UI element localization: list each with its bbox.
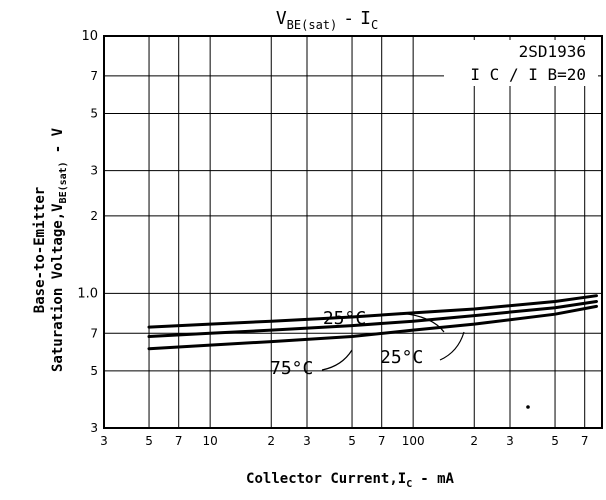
- x-tick-label: 5: [145, 434, 153, 448]
- y-tick-label: 1.0: [77, 286, 98, 301]
- x-tick-label: 100: [605, 434, 606, 448]
- y-axis-label-line2: Saturation Voltage,VBE(sat)- V: [50, 127, 69, 372]
- curve-label-minus25: -25°C: [312, 308, 366, 329]
- y-tick-label: 2: [90, 209, 98, 223]
- x-tick-label: 10: [203, 434, 218, 448]
- leader-75: [321, 349, 353, 371]
- series-line-3: [147, 304, 598, 351]
- y-tick-label: 3: [90, 164, 98, 178]
- grid: [104, 36, 602, 428]
- part-number-label: 2SD1936: [519, 42, 586, 61]
- x-tick-label: 3: [303, 434, 311, 448]
- x-tick-label: 7: [175, 434, 183, 448]
- x-tick-label: 2: [267, 434, 275, 448]
- series-line-1: [147, 294, 598, 329]
- speck-dot: [526, 405, 530, 409]
- x-tick-label: 5: [551, 434, 559, 448]
- condition-label: I C / I B=20: [470, 65, 586, 84]
- y-tick-label: 7: [90, 326, 98, 340]
- x-tick-label: 7: [378, 434, 386, 448]
- x-tick-label: 3: [506, 434, 514, 448]
- curve-label-75: 75°C: [270, 358, 313, 379]
- y-tick-label: 3: [90, 421, 98, 435]
- series-curves: [147, 294, 598, 351]
- curve-label-25: 25°C: [380, 347, 423, 368]
- y-tick-label: 7: [90, 69, 98, 83]
- x-tick-label: 5: [348, 434, 356, 448]
- y-axis-label-line1: Base-to-Emitter: [32, 187, 48, 313]
- x-tick-label: 2: [470, 434, 478, 448]
- y-axis-label: Base-to-Emitter Saturation Voltage,VBE(s…: [32, 127, 69, 372]
- plot-frame: [103, 35, 603, 429]
- y-tick-label: 5: [90, 364, 98, 378]
- x-tick-label: 3: [100, 434, 108, 448]
- annotation-backdrop: [444, 40, 598, 86]
- leader-minus25: [399, 312, 445, 333]
- x-axis-label: Collector Current,IC - mA: [246, 471, 454, 490]
- y-tick-label: 5: [90, 106, 98, 120]
- y-tick-label: 10: [81, 29, 98, 44]
- chart-title: VBE(sat) - IC: [276, 8, 378, 32]
- leader-25: [439, 331, 465, 361]
- x-tick-label: 7: [581, 434, 589, 448]
- series-line-2: [147, 300, 598, 338]
- x-tick-label: 100: [402, 434, 425, 448]
- curve-labels: -25°C 25°C 75°C: [270, 308, 465, 379]
